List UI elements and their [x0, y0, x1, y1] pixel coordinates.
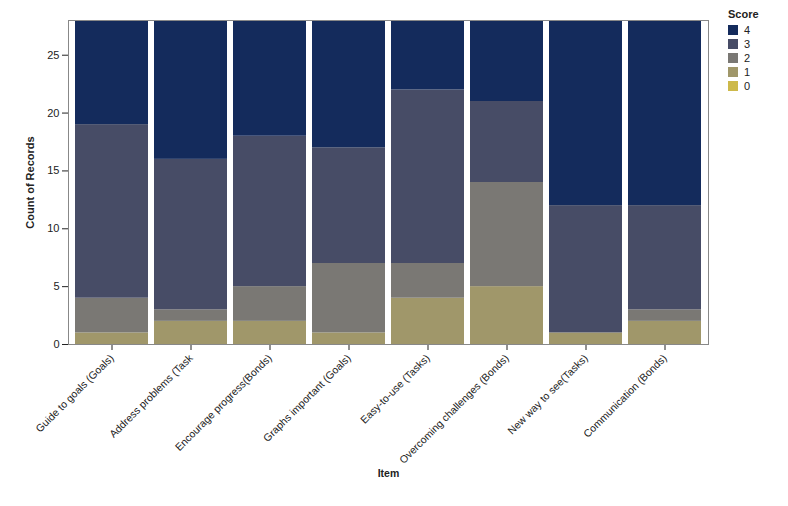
html-text:1: 1: [744, 66, 751, 78]
html-text:2: 2: [744, 52, 751, 64]
svg-text:Address problems (Task: Address problems (Task: [107, 351, 196, 440]
html-text:3: 3: [744, 38, 751, 50]
svg-text:Easy-to-use (Tasks): Easy-to-use (Tasks): [358, 352, 432, 426]
svg-text:10: 10: [47, 222, 59, 234]
html-text:4: 4: [744, 24, 751, 36]
svg-text:New way to see(Tasks): New way to see(Tasks): [505, 352, 590, 437]
svg-text:25: 25: [47, 49, 59, 61]
svg-text:Communication (Bonds): Communication (Bonds): [581, 352, 669, 440]
html-text:Score: Score: [728, 8, 759, 20]
svg-text:5: 5: [53, 280, 59, 292]
svg-text:0: 0: [53, 338, 59, 350]
svg-text:Item: Item: [378, 467, 400, 479]
svg-text:Count of Records: Count of Records: [24, 136, 36, 228]
svg-text:Guide to goals (Goals): Guide to goals (Goals): [33, 352, 116, 435]
html-text:0: 0: [744, 80, 751, 92]
svg-text:Graphs important (Goals): Graphs important (Goals): [261, 352, 353, 444]
svg-text:Overcoming challenges (Bonds): Overcoming challenges (Bonds): [397, 352, 511, 466]
svg-text:Encourage progress(Bonds): Encourage progress(Bonds): [172, 352, 273, 453]
svg-text:20: 20: [47, 107, 59, 119]
svg-text:15: 15: [47, 164, 59, 176]
